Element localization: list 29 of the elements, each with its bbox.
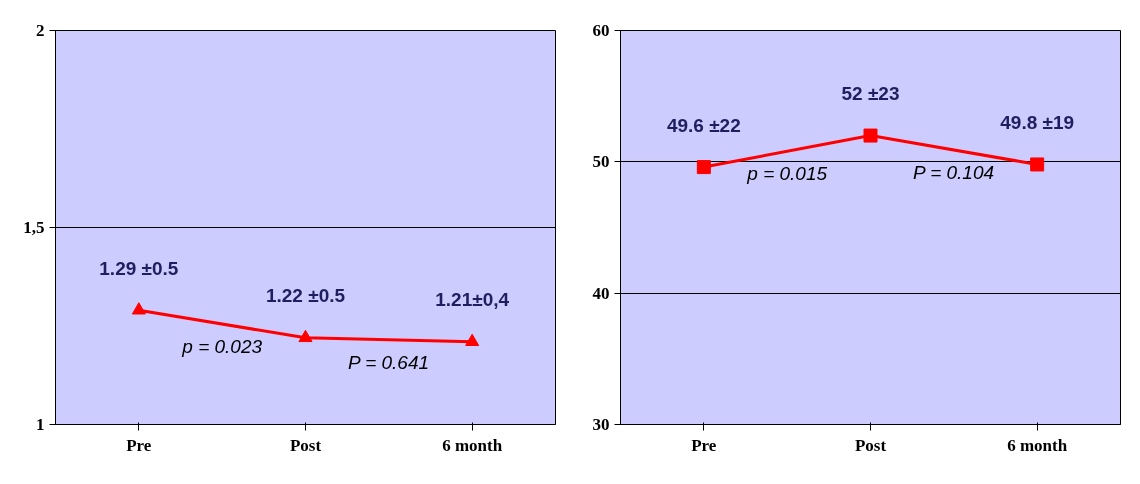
point	[863, 128, 878, 143]
y-tick-label: 60	[592, 21, 610, 40]
y-tick-label: 1,5	[23, 218, 45, 237]
y-tick-label: 1	[36, 415, 45, 434]
x-tick-label: Post	[854, 435, 887, 455]
annotation: p = 0.023	[181, 335, 263, 357]
data-label: 1.21±0,4	[435, 289, 510, 311]
data-label: 49.6 ±22	[666, 114, 741, 136]
point	[696, 160, 711, 175]
x-tick-label: 6 month	[1007, 435, 1068, 455]
point	[298, 329, 313, 343]
annotation: p = 0.015	[746, 163, 828, 185]
x-tick-label: Pre	[126, 435, 152, 455]
data-label: 52 ±23	[841, 83, 900, 105]
y-tick-label: 30	[592, 415, 610, 434]
y-tick-label: 40	[592, 283, 610, 303]
point	[131, 302, 146, 315]
data-label: 49.8 ±19	[1000, 111, 1075, 133]
annotation: P = 0.641	[347, 351, 430, 373]
point	[1030, 157, 1045, 172]
y-tick-label: 2	[36, 21, 45, 40]
x-tick-label: Pre	[691, 435, 717, 455]
y-tick-label: 50	[592, 152, 610, 172]
data-label: 1.29 ±0.5	[99, 257, 179, 279]
data-label: 1.22 ±0.5	[265, 285, 346, 307]
x-tick-label: Post	[289, 435, 322, 455]
x-tick-label: 6 month	[442, 435, 503, 455]
point	[465, 333, 480, 347]
annotation: P = 0.104	[912, 161, 995, 183]
